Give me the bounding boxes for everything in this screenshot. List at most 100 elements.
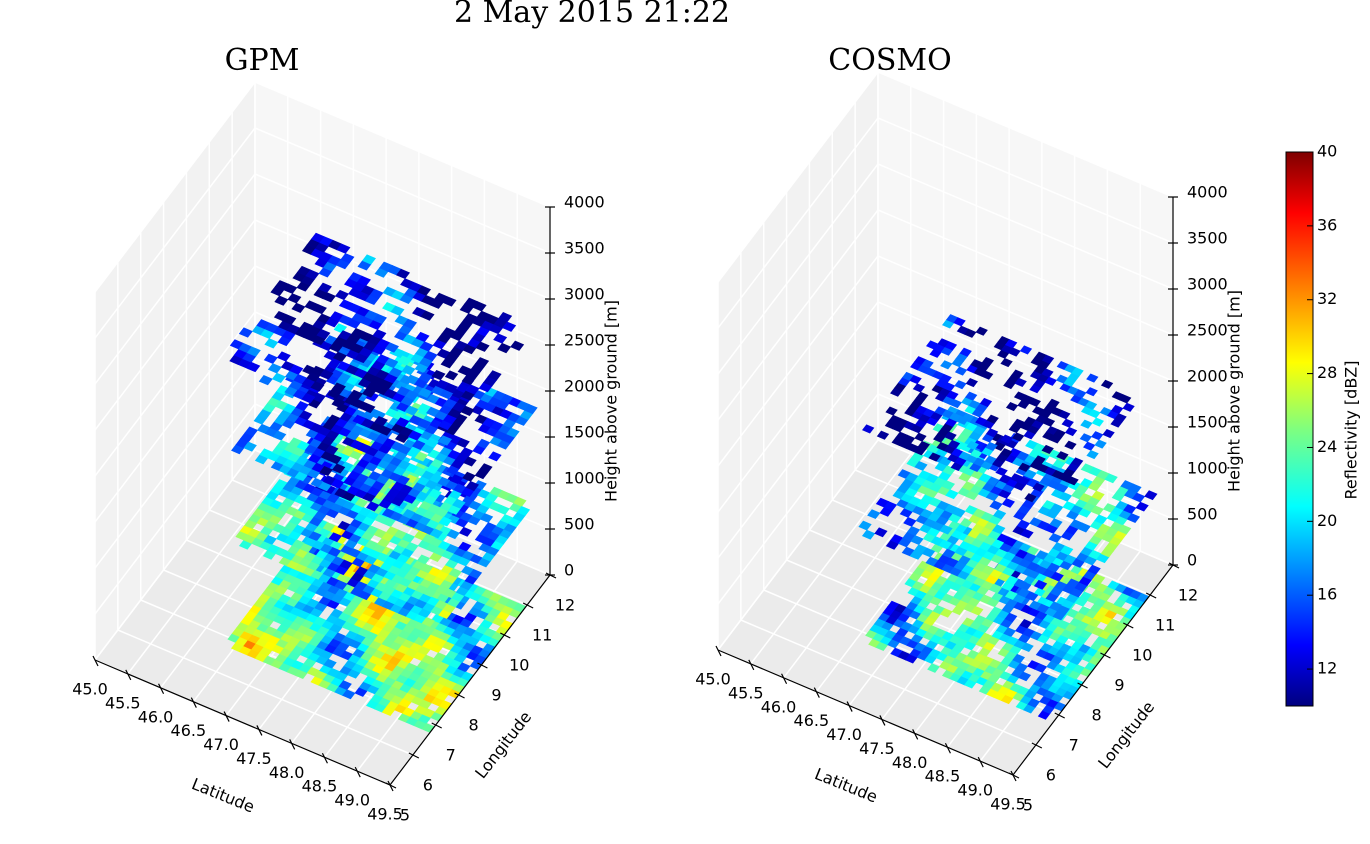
reflectivity-cell: [298, 410, 313, 421]
grid-line: [717, 301, 879, 513]
y-tick-label: 8: [1091, 706, 1101, 725]
reflectivity-cell: [1000, 448, 1013, 458]
reflectivity-cell: [420, 310, 435, 321]
reflectivity-cell: [1024, 493, 1037, 503]
reflectivity-cell: [310, 381, 325, 392]
grid-line: [254, 127, 551, 254]
grid-line: [94, 81, 256, 293]
z-tick-label: 500: [1187, 505, 1218, 524]
reflectivity-cell: [513, 496, 527, 507]
reflectivity-cell: [1064, 440, 1077, 450]
colorbar: [1285, 151, 1314, 707]
grid-line: [717, 163, 879, 375]
reflectivity-cell: [312, 304, 327, 315]
reflectivity-cell: [308, 531, 322, 542]
colorbar-tick-label: 36: [1317, 215, 1337, 234]
x-tick: [813, 687, 820, 698]
x-axis-label: Latitude: [812, 764, 880, 806]
panel-title: COSMO: [828, 43, 951, 78]
x-tick-label: 49.0: [957, 781, 993, 800]
reflectivity-cell: [373, 415, 388, 427]
reflectivity-cell: [862, 424, 875, 434]
reflectivity-cell: [372, 329, 387, 340]
z-tick-label: 2000: [1187, 367, 1228, 386]
z-tick-label: 500: [564, 515, 595, 534]
z-tick-label: 1000: [564, 469, 605, 488]
reflectivity-cell: [1001, 498, 1015, 508]
reflectivity-cell: [442, 296, 457, 307]
grid-line: [94, 265, 256, 477]
reflectivity-cell: [1122, 402, 1135, 412]
reflectivity-cell: [1042, 417, 1056, 427]
x-tick-label: 47.0: [203, 735, 239, 754]
reflectivity-cell: [331, 382, 346, 393]
reflectivity-cell: [498, 312, 513, 323]
x-tick: [92, 655, 99, 667]
reflectivity-cell: [914, 432, 927, 442]
reflectivity-cell: [979, 397, 993, 407]
reflectivity-cell: [340, 253, 355, 264]
reflectivity-cell: [1005, 339, 1018, 349]
reflectivity-cell: [981, 370, 994, 380]
y-tick: [454, 692, 465, 699]
reflectivity-cell: [373, 313, 387, 325]
reflectivity-cell: [1017, 476, 1030, 486]
z-axis-label: Height above ground [m]: [1225, 290, 1244, 492]
reflectivity-cell: [944, 431, 957, 441]
reflectivity-cell: [1041, 368, 1054, 378]
reflectivity-cell: [417, 418, 431, 429]
reflectivity-cell: [396, 268, 411, 280]
reflectivity-cell: [985, 428, 999, 438]
x-tick-label: 45.5: [728, 683, 764, 702]
reflectivity-cell: [981, 357, 994, 367]
z-tick-label: 4000: [1187, 183, 1228, 202]
reflectivity-cell: [1028, 397, 1041, 407]
reflectivity-cell: [1064, 427, 1078, 437]
colorbar-tick-label: 16: [1317, 585, 1337, 604]
reflectivity-cell: [463, 456, 477, 467]
y-tick-label: 6: [423, 776, 433, 795]
reflectivity-cell: [1091, 417, 1104, 427]
reflectivity-cell: [438, 435, 453, 446]
y-axis-label: Longitude: [471, 708, 535, 782]
grid-line: [117, 629, 414, 756]
reflectivity-cell: [1047, 398, 1060, 408]
y-tick-label: 10: [1132, 646, 1152, 665]
y-tick: [408, 752, 420, 759]
reflectivity-cell: [1071, 457, 1084, 467]
reflectivity-cell: [1058, 410, 1071, 420]
y-tick: [477, 662, 488, 669]
colorbar-tick-label: 28: [1317, 363, 1337, 382]
x-tick: [125, 669, 132, 681]
y-tick: [500, 632, 511, 639]
reflectivity-cell: [944, 341, 958, 351]
reflectivity-cell: [479, 463, 493, 474]
colorbar-tick-label: 20: [1317, 511, 1337, 530]
reflectivity-cell: [465, 481, 480, 492]
reflectivity-cell: [325, 444, 339, 455]
x-tick-label: 49.5: [367, 805, 403, 824]
reflectivity-cell: [357, 275, 371, 286]
reflectivity-cell: [917, 441, 930, 451]
y-axis-label: Longitude: [1094, 698, 1158, 772]
reflectivity-cell: [1114, 413, 1127, 423]
x-tick-label: 45.0: [695, 670, 731, 689]
y-tick: [1123, 622, 1134, 629]
x-tick: [223, 711, 230, 722]
reflectivity-cell: [916, 391, 929, 401]
x-tick: [846, 701, 853, 712]
reflectivity-cell: [985, 441, 998, 451]
reflectivity-cell: [473, 480, 487, 490]
reflectivity-cell: [403, 318, 418, 329]
reflectivity-cell: [316, 328, 331, 340]
reflectivity-cell: [319, 369, 334, 380]
y-tick-label: 7: [1069, 736, 1079, 755]
colorbar-tick-label: 32: [1317, 289, 1337, 308]
reflectivity-cell: [938, 539, 952, 550]
reflectivity-cell: [939, 524, 953, 535]
reflectivity-cell: [986, 414, 999, 424]
grid-line: [877, 71, 1174, 198]
x-tick: [715, 645, 722, 657]
reflectivity-cell: [1049, 518, 1063, 529]
y-tick: [1145, 592, 1157, 599]
